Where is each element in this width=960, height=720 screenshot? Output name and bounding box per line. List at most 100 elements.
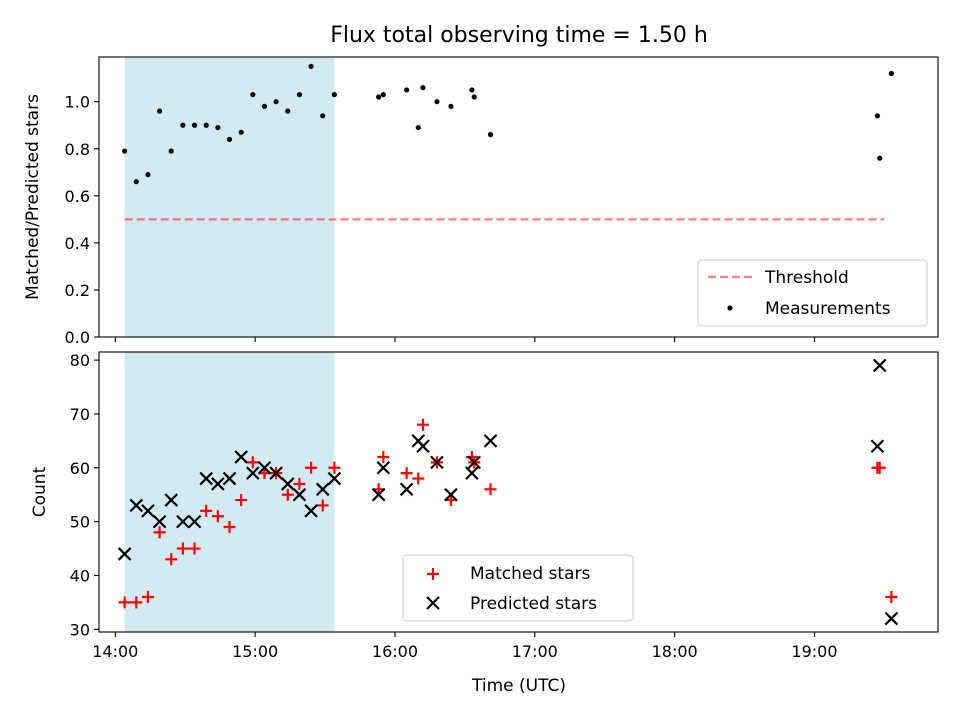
predicted-star-point [246,466,260,480]
ratio-shaded-span [124,57,335,337]
predicted-star-point [269,466,283,480]
matched-star-point [293,477,306,490]
measurement-point [888,70,894,77]
predicted-star-point [304,504,318,518]
matched-star-point [118,596,131,609]
legend-predicted-swatch [426,596,440,610]
predicted-star-point [234,450,248,464]
matched-star-point [484,483,497,496]
count-y-tick-label: 60 [70,459,90,478]
predicted-star-point [176,514,190,529]
measurement-point [226,136,233,142]
predicted-star-point [884,611,899,626]
matched-star-point [235,494,248,507]
ratio-y-tick-label: 0.0 [65,328,90,347]
x-tick-label: 19:00 [791,642,837,661]
matched-star-point [246,456,259,469]
ratio-y-tick-label: 0.4 [65,234,90,253]
measurement-point [331,92,337,98]
predicted-star-point [129,498,144,513]
measurement-point [122,148,128,154]
measurement-point [380,92,386,98]
measurement-point [156,108,163,114]
predicted-star-point [444,487,458,502]
legend-measurements-swatch [727,305,733,311]
ratio-y-tick-label: 0.8 [65,140,90,159]
predicted-star-point [141,504,155,518]
measurement-point [261,103,268,110]
predicted-star-point [416,439,430,454]
matched-star-point [873,461,886,474]
measurement-point [203,122,209,128]
measurement-point [877,155,883,161]
predicted-star-point [164,493,179,507]
predicted-star-point [280,477,295,491]
matched-star-point [165,553,178,566]
y-axis-label-ratio: Matched/Predicted stars [23,94,43,300]
matched-star-point [141,591,154,603]
predicted-star-point [211,477,225,491]
predicted-star-point [872,358,887,373]
measurement-point [250,92,256,98]
x-tick-label: 14:00 [92,642,138,661]
count-y-tick-label: 40 [70,566,90,585]
predicted-star-point [257,460,272,475]
chart-title: Flux total observing time = 1.50 h [330,23,708,48]
ratio-y-tick-label: 0.2 [65,281,90,300]
count-axes-frame [98,351,939,633]
predicted-star-point [430,455,444,470]
measurement-point [238,129,244,135]
count-legend-frame [402,554,634,622]
matched-star-point [328,461,341,474]
matched-star-point [400,467,413,480]
ratio-legend-frame [697,259,928,327]
count-shaded-span [124,352,335,632]
x-tick-label: 15:00 [232,642,278,661]
matched-star-point [412,472,425,485]
ratio-legend: Threshold Measurements [697,259,928,327]
predicted-star-point [870,439,885,454]
measurement-point [285,108,291,114]
predicted-star-point [199,471,213,486]
predicted-star-point [467,455,481,470]
predicted-star-point [315,482,330,497]
predicted-star-point [152,514,167,529]
ratio-y-tick-label: 0.6 [65,187,90,206]
y-axis-label-count: Count [30,466,50,517]
measurement-point [487,132,494,138]
measurement-point [404,87,410,93]
predicted-star-point [117,547,132,561]
count-y-tick-label: 50 [70,513,90,532]
legend-matched-label: Matched stars [470,564,590,584]
predicted-star-point [399,482,414,497]
ratio-y-tick-label: 1.0 [65,93,90,112]
predicted-star-point [292,487,307,502]
measurement-point [874,113,881,119]
measurement-point [180,122,186,128]
matched-star-point [416,418,429,431]
measurement-point [320,113,326,119]
legend-measurements-label: Measurements [765,299,891,319]
matched-star-point [200,504,213,517]
matched-star-point [211,510,224,523]
predicted-star-point [327,471,342,486]
measurement-point [415,124,421,131]
measurement-point [420,84,426,91]
matched-star-point [176,542,189,555]
x-tick-label: 17:00 [512,642,558,661]
count-panel: 30 40 50 60 70 80 14:00 15:00 16:00 17:00 18:00 19:… [70,351,939,661]
predicted-star-point [465,466,479,480]
measurement-point [308,63,314,70]
matched-star-point [153,526,166,539]
measurement-point [296,92,303,98]
matched-star-point [305,461,318,474]
count-legend: Matched stars Predicted stars [402,554,634,622]
matched-star-point [188,542,201,555]
measurement-point [145,172,151,178]
matched-star-point [377,451,390,463]
predicted-star-point [483,434,498,448]
matched-star-point [885,591,898,603]
matched-star-point [223,521,236,533]
measurement-point [471,94,477,100]
